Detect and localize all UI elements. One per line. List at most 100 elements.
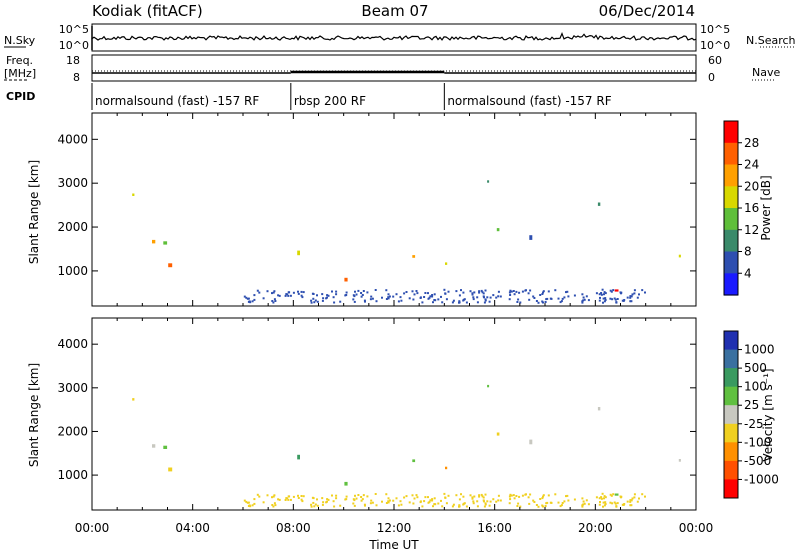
power-cell bbox=[604, 297, 607, 300]
power-cell bbox=[599, 296, 601, 299]
velocity-cell bbox=[132, 398, 135, 401]
power-colorbar-label: Power [dB] bbox=[759, 175, 773, 240]
velocity-cell bbox=[360, 496, 363, 498]
colorbar-tick-label: 500 bbox=[744, 361, 767, 375]
velocity-cell bbox=[385, 502, 388, 504]
power-cell bbox=[272, 301, 275, 304]
velocity-cell bbox=[316, 498, 318, 501]
power-cell bbox=[395, 293, 398, 296]
y-tick-label: 1000 bbox=[57, 468, 88, 482]
velocity-cell bbox=[476, 505, 479, 508]
power-cell bbox=[360, 292, 363, 294]
velocity-cell bbox=[604, 496, 607, 499]
velocity-cell bbox=[482, 499, 485, 502]
velocity-cell bbox=[598, 503, 601, 506]
power-cell bbox=[513, 293, 516, 296]
power-cell bbox=[273, 290, 276, 293]
power-cell bbox=[363, 299, 366, 302]
velocity-cell bbox=[332, 500, 335, 503]
power-cell bbox=[537, 301, 540, 304]
colorbar-swatch bbox=[724, 479, 738, 499]
power-cell bbox=[451, 301, 454, 304]
power-cell bbox=[616, 298, 619, 300]
x-tick-label: 00:00 bbox=[679, 521, 714, 535]
power-cell bbox=[415, 290, 418, 292]
velocity-cell bbox=[495, 500, 498, 503]
power-cell bbox=[566, 290, 569, 293]
velocity-cell bbox=[481, 495, 484, 498]
velocity-cell bbox=[424, 496, 427, 499]
power-cell bbox=[602, 301, 604, 304]
velocity-cell bbox=[519, 505, 522, 508]
power-cell bbox=[614, 298, 617, 301]
freq-trace bbox=[92, 70, 696, 74]
velocity-cell bbox=[300, 498, 303, 501]
power-cell bbox=[510, 290, 513, 293]
power-cell bbox=[452, 299, 455, 302]
velocity-cell bbox=[256, 493, 259, 496]
velocity-cell bbox=[609, 501, 612, 504]
power-cell bbox=[469, 290, 472, 293]
velocity-cell bbox=[428, 500, 431, 503]
velocity-cell bbox=[300, 495, 303, 497]
velocity-cell bbox=[528, 502, 531, 505]
power-cell bbox=[352, 298, 355, 301]
velocity-cell bbox=[513, 497, 516, 500]
velocity-cell bbox=[445, 466, 448, 470]
velocity-cell bbox=[313, 505, 316, 508]
power-cell bbox=[316, 294, 318, 297]
power-cell bbox=[399, 296, 402, 299]
power-cell bbox=[385, 289, 388, 292]
velocity-cell bbox=[361, 498, 364, 501]
y-tick-label: 3000 bbox=[57, 176, 88, 190]
velocity-cell bbox=[517, 502, 520, 505]
velocity-cell bbox=[599, 501, 601, 503]
velocity-cell bbox=[327, 498, 330, 501]
power-cell bbox=[247, 297, 250, 300]
power-cell bbox=[612, 289, 615, 292]
velocity-cell bbox=[525, 493, 527, 496]
velocity-cell bbox=[565, 495, 567, 498]
power-cell bbox=[512, 290, 515, 292]
velocity-cell bbox=[603, 495, 606, 498]
velocity-cell bbox=[557, 501, 560, 504]
power-cell bbox=[344, 294, 347, 297]
power-cell bbox=[603, 291, 606, 294]
velocity-cell bbox=[447, 494, 450, 497]
velocity-cell bbox=[419, 501, 422, 504]
power-cell bbox=[258, 291, 261, 294]
power-cell bbox=[400, 299, 403, 302]
power-cell bbox=[509, 294, 512, 296]
freq-axis-top: 18 bbox=[66, 54, 80, 67]
power-cell bbox=[462, 291, 465, 294]
velocity-cell bbox=[451, 505, 454, 508]
velocity-cell bbox=[489, 500, 492, 503]
velocity-cell bbox=[387, 497, 390, 500]
power-cell bbox=[508, 298, 511, 301]
power-cell bbox=[168, 263, 173, 268]
velocity-cell bbox=[335, 494, 338, 497]
velocity-cell bbox=[443, 492, 446, 495]
power-cell bbox=[357, 289, 360, 292]
velocity-cell bbox=[423, 500, 426, 503]
power-cell bbox=[488, 300, 491, 303]
power-cell bbox=[405, 291, 408, 293]
noise-axis-top: 10^5 bbox=[59, 23, 89, 36]
power-cell bbox=[246, 297, 249, 300]
power-cell bbox=[535, 300, 538, 302]
velocity-cell bbox=[152, 444, 156, 448]
power-cell bbox=[277, 294, 280, 297]
velocity-cell bbox=[472, 502, 475, 505]
power-cell bbox=[273, 298, 276, 301]
power-cell bbox=[629, 296, 632, 299]
velocity-cell bbox=[325, 501, 328, 504]
velocity-cell bbox=[427, 496, 429, 499]
power-cell bbox=[567, 295, 570, 298]
velocity-cell bbox=[455, 494, 458, 497]
velocity-cell bbox=[353, 504, 356, 507]
power-cell bbox=[462, 299, 465, 302]
power-cell bbox=[331, 290, 333, 293]
power-cell bbox=[636, 296, 639, 299]
velocity-cell bbox=[550, 501, 553, 504]
velocity-cell bbox=[633, 496, 636, 499]
